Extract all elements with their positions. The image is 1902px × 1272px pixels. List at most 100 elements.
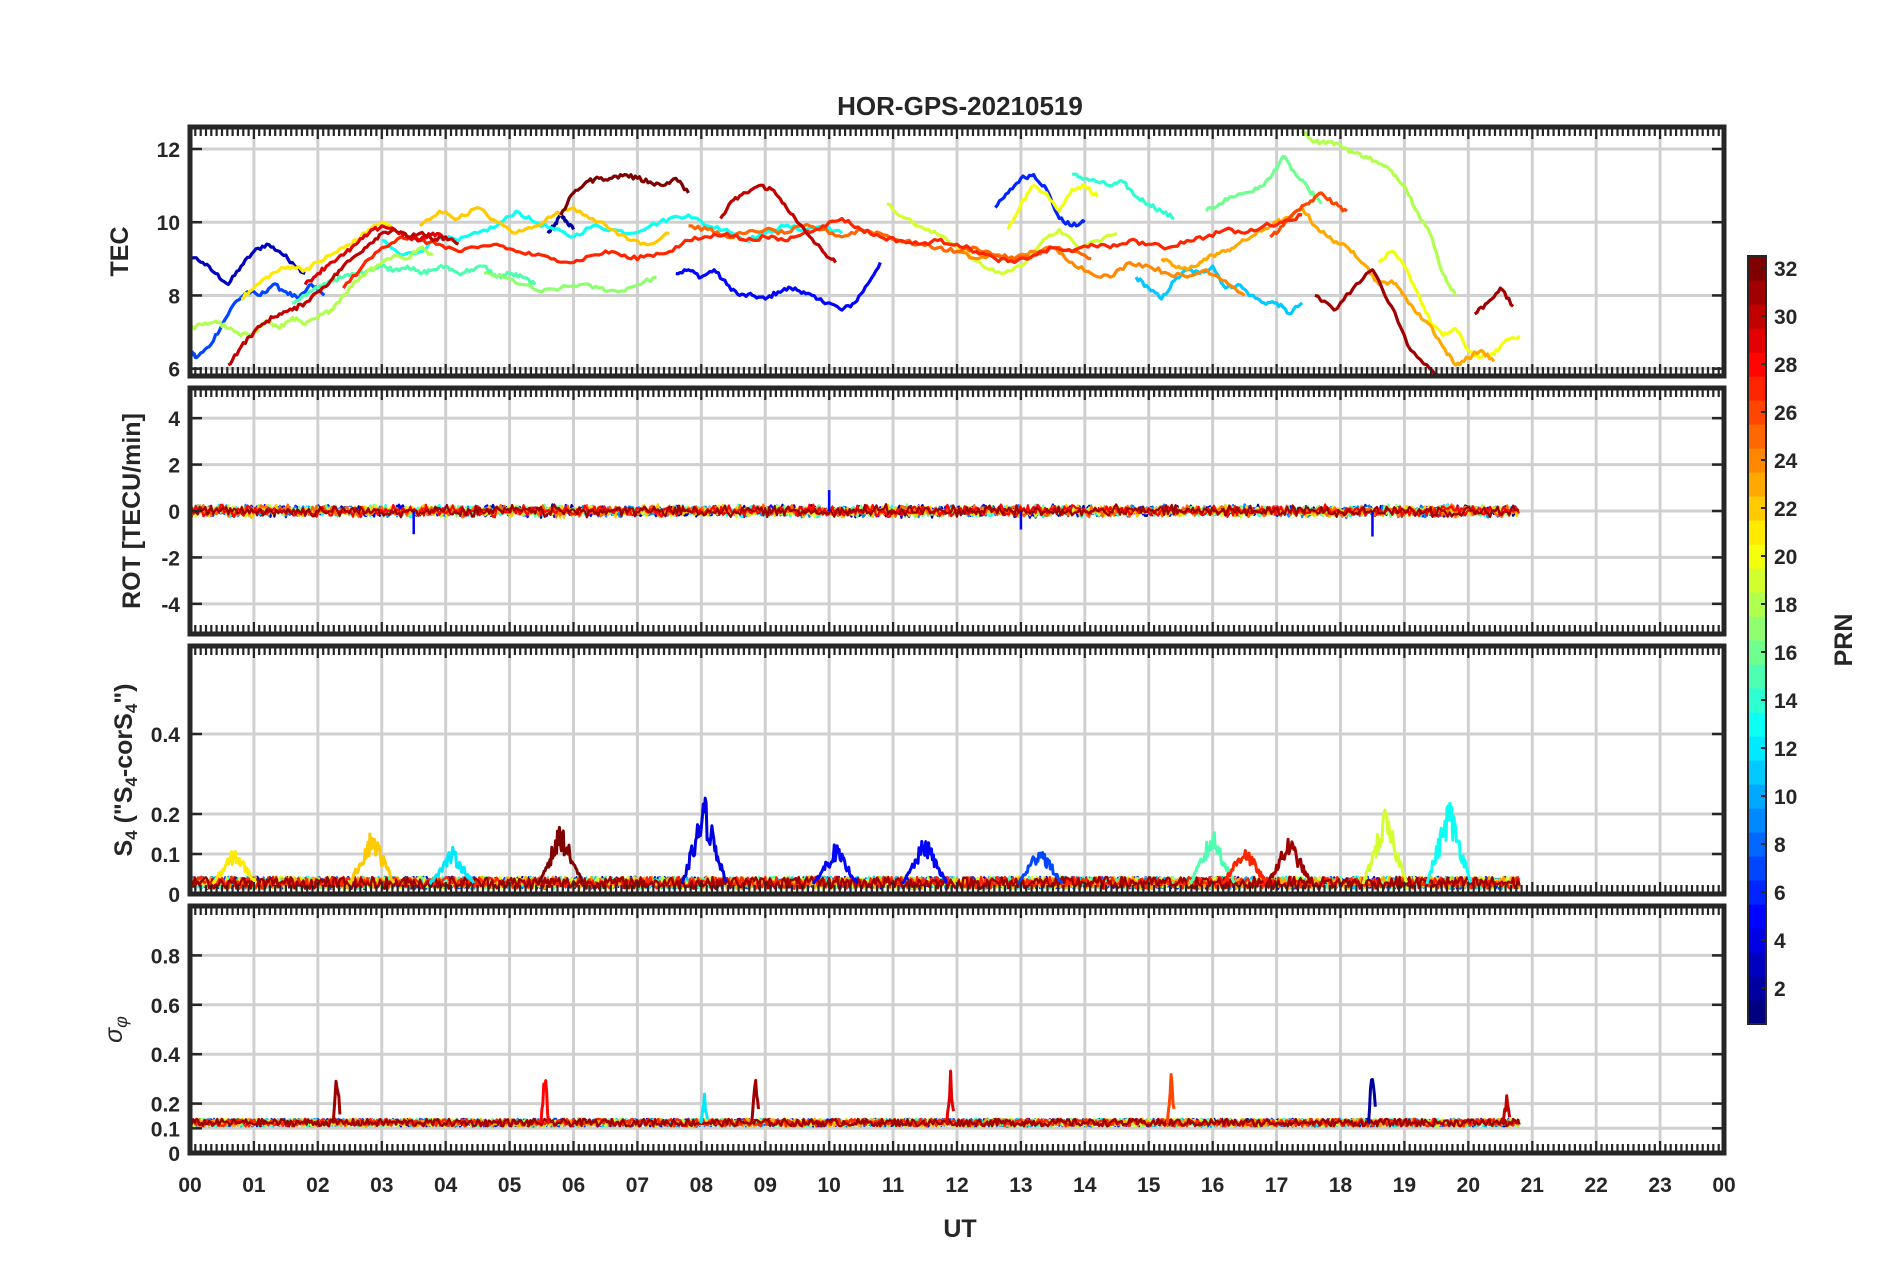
peak-prn-30 bbox=[1501, 1094, 1512, 1124]
x-tick-label: 18 bbox=[1329, 1174, 1353, 1197]
colorbar-segment bbox=[1748, 280, 1766, 305]
peak-prn-22 bbox=[348, 832, 396, 885]
y-tick-label: 0.4 bbox=[151, 724, 181, 747]
colorbar-tick-label: 26 bbox=[1774, 402, 1797, 425]
peak-prn-12 bbox=[428, 845, 476, 886]
peak-prn-28 bbox=[539, 1079, 551, 1124]
colorbar-segment bbox=[1748, 808, 1766, 833]
colorbar-segment bbox=[1748, 976, 1766, 1001]
panel-S4: 0 0.1 0.2 0.4 S4 ("S4-corS4") bbox=[110, 643, 1727, 907]
tec-series-prn-18 bbox=[190, 245, 434, 338]
x-tick-label: 16 bbox=[1201, 1174, 1224, 1197]
tec-series-prn-32 bbox=[559, 173, 690, 216]
colorbar-tick-label: 16 bbox=[1774, 642, 1797, 665]
chart-title: HOR-GPS-20210519 bbox=[837, 91, 1083, 121]
colorbar-tick-label: 32 bbox=[1774, 258, 1797, 281]
tec-series-prn-14 bbox=[1071, 172, 1175, 221]
y-tick-label: 0 bbox=[168, 1143, 180, 1166]
y-tick-label: 0.2 bbox=[151, 804, 180, 827]
colorbar-segment bbox=[1748, 856, 1766, 881]
tec-series-prn-22 bbox=[419, 206, 670, 247]
colorbar-segment bbox=[1748, 664, 1766, 689]
tec-series-prn-31 bbox=[1473, 286, 1515, 316]
tec-series-prn-29 bbox=[303, 224, 447, 286]
colorbar-tick-label: 8 bbox=[1774, 834, 1786, 857]
y-tick-label: 0 bbox=[168, 501, 180, 524]
peak-prn-32 bbox=[536, 825, 584, 885]
tec-series-prn-19 bbox=[886, 202, 1118, 276]
y-tick-label: 2 bbox=[168, 455, 180, 478]
y-tick-label: 10 bbox=[157, 212, 180, 235]
x-tick-label: 07 bbox=[626, 1174, 649, 1197]
x-tick-label: 00 bbox=[178, 1174, 201, 1197]
colorbar-segment bbox=[1748, 520, 1766, 545]
grid bbox=[190, 646, 1724, 896]
x-minor-ticks bbox=[188, 906, 1726, 1153]
peak-prn-29 bbox=[945, 1069, 955, 1124]
y-tick-label: -2 bbox=[161, 547, 180, 570]
x-tick-label: 13 bbox=[1009, 1174, 1032, 1197]
colorbar-box bbox=[1747, 255, 1767, 1025]
tec-series-prn-31 bbox=[1314, 268, 1440, 376]
panel-ROT: -4 -2 0 2 4 ROT [TECU/min] bbox=[118, 385, 1727, 637]
x-tick-label: 06 bbox=[562, 1174, 585, 1197]
colorbar-segment bbox=[1748, 928, 1766, 953]
x-tick-label: 12 bbox=[945, 1174, 968, 1197]
colorbar-tick-label: 30 bbox=[1774, 306, 1797, 329]
peak-prn-27 bbox=[1221, 849, 1268, 885]
colorbar-segment bbox=[1748, 784, 1766, 809]
y-axis-label: TEC bbox=[106, 227, 134, 277]
colorbar-segment bbox=[1748, 352, 1766, 377]
panel-TEC: 6 8 10 12 TEC bbox=[106, 124, 1727, 382]
peak-prn-31 bbox=[750, 1078, 760, 1124]
plot-area bbox=[190, 796, 1521, 890]
x-tick-label: 00 bbox=[1712, 1174, 1735, 1197]
peak-prn-21 bbox=[211, 850, 258, 885]
y-tick-label: 4 bbox=[168, 408, 180, 431]
colorbar-segment bbox=[1748, 328, 1766, 353]
colorbar-segment bbox=[1748, 568, 1766, 593]
colorbar-segment bbox=[1748, 640, 1766, 665]
colorbar-segment bbox=[1748, 472, 1766, 497]
tec-series-prn-20 bbox=[1006, 182, 1099, 231]
tec-series-prn-27 bbox=[342, 212, 1303, 289]
tec-series-prn-18 bbox=[1300, 129, 1458, 297]
x-tick-label: 05 bbox=[498, 1174, 522, 1197]
y-tick-label: 12 bbox=[157, 139, 180, 162]
tec-series-prn-20 bbox=[1377, 249, 1521, 360]
sigma_phi-series-prn-31 bbox=[190, 1117, 1521, 1128]
y-axis-label: σφ bbox=[100, 1016, 131, 1043]
plot-area bbox=[190, 490, 1520, 537]
x-tick-label: 11 bbox=[882, 1174, 905, 1197]
colorbar-tick-label: 14 bbox=[1774, 690, 1798, 713]
x-minor-ticks bbox=[188, 388, 1726, 634]
x-tick-label: 23 bbox=[1648, 1174, 1671, 1197]
y-tick-label: 8 bbox=[168, 285, 180, 308]
x-tick-label: 01 bbox=[242, 1174, 266, 1197]
peak-prn-31 bbox=[331, 1079, 342, 1124]
y-axis-label: ROT [TECU/min] bbox=[118, 413, 146, 609]
peak-prn-19 bbox=[1361, 808, 1409, 885]
x-minor-ticks bbox=[188, 127, 1726, 376]
x-tick-label: 19 bbox=[1393, 1174, 1416, 1197]
peak-prn-2 bbox=[1367, 1078, 1377, 1124]
colorbar-segment bbox=[1748, 400, 1766, 425]
colorbar-segment bbox=[1748, 496, 1766, 521]
colorbar-segment bbox=[1748, 688, 1766, 713]
colorbar-tick-label: 18 bbox=[1774, 594, 1798, 617]
tec-series-prn-17 bbox=[483, 270, 657, 294]
colorbar-segment bbox=[1748, 616, 1766, 641]
x-tick-labels: 00 01 02 03 04 05 06 07 08 09 10 11 12 13 14 15 16 17 18 19… bbox=[178, 1174, 1735, 1197]
colorbar-segment bbox=[1748, 736, 1766, 761]
colorbar-segment bbox=[1748, 1000, 1766, 1025]
colorbar-segment bbox=[1748, 760, 1766, 785]
x-tick-label: 08 bbox=[690, 1174, 714, 1197]
peak-prn-12 bbox=[699, 1092, 709, 1124]
grid bbox=[190, 906, 1724, 1155]
colorbar-segment bbox=[1748, 712, 1766, 737]
peak-prn-5 bbox=[811, 843, 859, 885]
colorbar-segment bbox=[1748, 592, 1766, 617]
y-axis-label: S4 ("S4-corS4") bbox=[110, 684, 141, 857]
